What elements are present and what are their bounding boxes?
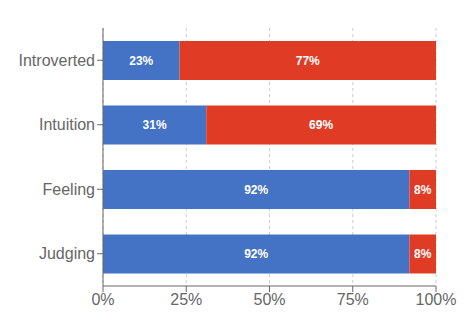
svg-text:92%: 92% xyxy=(244,183,268,197)
svg-text:50%: 50% xyxy=(253,291,285,308)
svg-text:Feeling: Feeling xyxy=(43,181,95,198)
svg-text:0%: 0% xyxy=(91,291,114,308)
svg-text:31%: 31% xyxy=(143,118,167,132)
svg-text:25%: 25% xyxy=(170,291,202,308)
svg-text:100%: 100% xyxy=(416,291,457,308)
svg-text:75%: 75% xyxy=(337,291,369,308)
svg-text:Introverted: Introverted xyxy=(19,52,95,69)
svg-text:Intuition: Intuition xyxy=(39,116,95,133)
svg-text:77%: 77% xyxy=(296,54,320,68)
svg-text:92%: 92% xyxy=(244,247,268,261)
svg-text:69%: 69% xyxy=(309,118,333,132)
svg-text:23%: 23% xyxy=(129,54,153,68)
svg-text:8%: 8% xyxy=(414,183,432,197)
svg-text:8%: 8% xyxy=(414,247,432,261)
svg-text:Judging: Judging xyxy=(39,245,95,262)
